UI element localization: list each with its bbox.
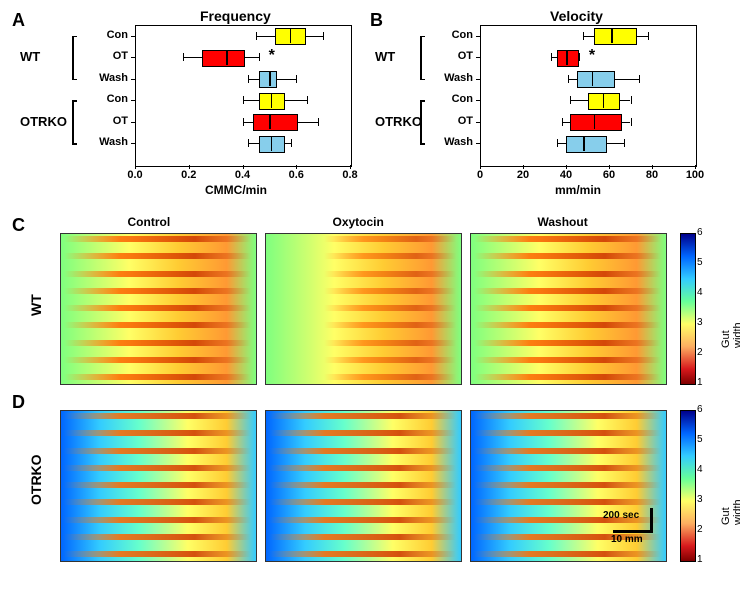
panel-a-xlabel: CMMC/min <box>205 183 267 197</box>
xtick: 0 <box>468 169 492 181</box>
heatmap-row-label: OTRKO <box>28 454 44 505</box>
group-label: OTRKO <box>375 114 422 129</box>
row-label: Wash <box>80 72 128 84</box>
xtick: 0.4 <box>231 169 255 181</box>
xtick: 20 <box>511 169 535 181</box>
heatmap-col-label: Oxytocin <box>333 215 384 229</box>
colorbar-label: Gut width (mm) <box>720 322 740 348</box>
panel-letter: C <box>12 215 25 236</box>
panel-a-title: Frequency <box>200 8 271 24</box>
group-label: WT <box>375 49 395 64</box>
box <box>259 71 277 88</box>
heatmap-col-label: Washout <box>538 215 588 229</box>
xtick: 0.6 <box>284 169 308 181</box>
box <box>577 71 616 88</box>
row-label: Con <box>425 29 473 41</box>
panel-letter: D <box>12 392 25 413</box>
colorbar-label: Gut width (mm) <box>720 499 740 525</box>
colorbar <box>680 410 696 562</box>
significance-star: * <box>269 47 275 65</box>
heatmap-col-label: Control <box>128 215 171 229</box>
row-label: Con <box>80 93 128 105</box>
scalebar-vertical <box>650 508 653 530</box>
box <box>566 136 607 153</box>
panel-a-label: A <box>12 10 25 31</box>
group-label: WT <box>20 49 40 64</box>
xtick: 0.2 <box>177 169 201 181</box>
row-label: Wash <box>425 136 473 148</box>
box <box>570 114 621 131</box>
row-label: Wash <box>80 136 128 148</box>
row-label: OT <box>425 50 473 62</box>
group-label: OTRKO <box>20 114 67 129</box>
row-label: Wash <box>425 72 473 84</box>
panel-b-label: B <box>370 10 383 31</box>
scalebar-horizontal <box>613 530 653 533</box>
row-label: Con <box>80 29 128 41</box>
row-label: Con <box>425 93 473 105</box>
xtick: 0.8 <box>338 169 362 181</box>
box <box>557 50 578 67</box>
row-label: OT <box>80 115 128 127</box>
box <box>253 114 298 131</box>
box <box>594 28 637 45</box>
row-label: OT <box>80 50 128 62</box>
panel-b-xlabel: mm/min <box>555 183 601 197</box>
heatmap-row-label: WT <box>28 294 44 316</box>
xtick: 80 <box>640 169 664 181</box>
xtick: 100 <box>683 169 707 181</box>
row-label: OT <box>425 115 473 127</box>
significance-star: * <box>589 47 595 65</box>
xtick: 0.0 <box>123 169 147 181</box>
box <box>202 50 244 67</box>
xtick: 60 <box>597 169 621 181</box>
frequency-boxplot <box>135 25 352 167</box>
panel-b-title: Velocity <box>550 8 603 24</box>
colorbar <box>680 233 696 385</box>
xtick: 40 <box>554 169 578 181</box>
